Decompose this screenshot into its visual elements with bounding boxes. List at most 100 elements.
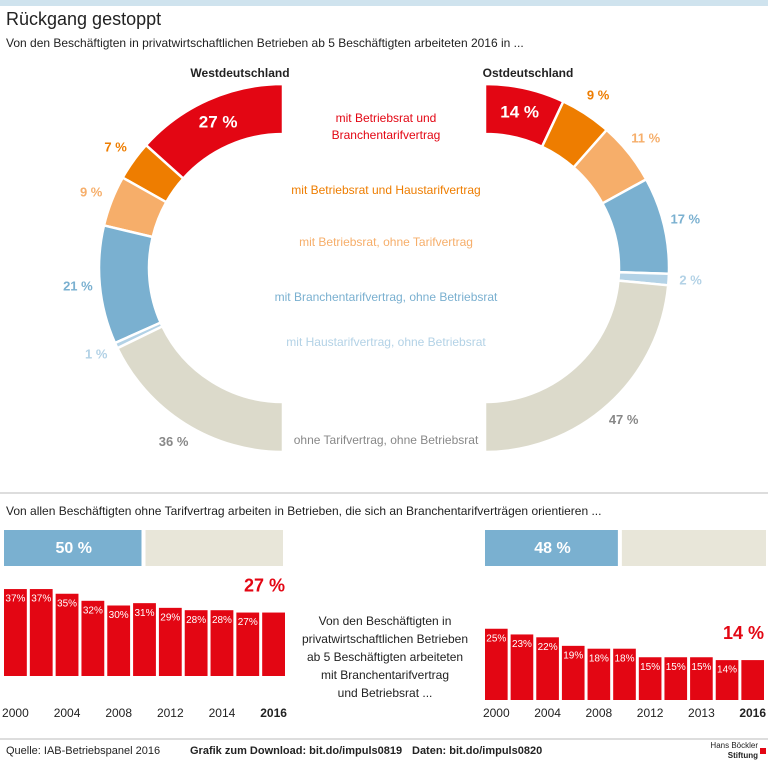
donut-segment	[115, 324, 285, 454]
value-label: 9 %	[587, 87, 610, 102]
bar	[81, 600, 105, 676]
value-label: 28%	[186, 615, 206, 626]
legend-label: mit Betriebsrat und Haustarifvertrag	[291, 183, 481, 197]
legend-label: mit Betriebsrat und Branchentarifvertrag	[331, 111, 441, 142]
bar	[536, 637, 559, 700]
bar	[184, 610, 208, 676]
logo-mark	[760, 748, 766, 754]
value-label: 18%	[589, 653, 609, 664]
logo: Stiftung	[728, 751, 758, 760]
value-label: 27%	[238, 617, 258, 628]
value-label: 19%	[563, 650, 583, 661]
value-label: 27 %	[244, 575, 285, 595]
value-label: 32%	[83, 605, 103, 616]
bar	[29, 589, 53, 676]
value-label: 14 %	[500, 102, 539, 121]
title: Rückgang gestoppt	[6, 9, 161, 29]
value-label: 1 %	[85, 346, 108, 361]
bar	[561, 645, 585, 700]
bar	[4, 589, 27, 676]
value-label: 15%	[691, 662, 711, 673]
value-label: 31%	[134, 608, 154, 619]
note: ab 5 Beschäftigten arbeiteten	[307, 650, 463, 664]
share-bar	[4, 530, 142, 566]
note: mit Branchentarifvertrag	[321, 668, 449, 682]
bar	[158, 607, 182, 676]
x-tick-label: 2012	[637, 706, 664, 720]
subtitle: Von den Beschäftigten in privatwirtschaf…	[6, 36, 524, 50]
value-label: 2 %	[679, 272, 702, 287]
value-label: 23%	[512, 639, 532, 650]
value-label: 29%	[160, 612, 180, 623]
bar	[510, 634, 534, 700]
download: Grafik zum Download: bit.do/impuls0819	[190, 745, 402, 757]
x-tick-label: 2016	[739, 706, 766, 720]
legend-label: mit Branchentarifvertrag, ohne Betriebsr…	[274, 290, 498, 304]
value-label: 37%	[31, 594, 51, 605]
x-tick-label: 2013	[688, 706, 715, 720]
value-label: 18%	[614, 653, 634, 664]
note: Von den Beschäftigten in	[319, 614, 452, 628]
bar	[587, 648, 611, 700]
bar	[485, 628, 508, 700]
bar	[236, 612, 260, 676]
series-header: Ostdeutschland	[483, 66, 574, 80]
value-label: 30%	[109, 610, 129, 621]
bar	[715, 660, 739, 700]
value-label: 50 %	[56, 540, 92, 557]
x-tick-label: 2016	[260, 706, 287, 720]
value-label: 37%	[5, 594, 25, 605]
value-label: 27 %	[199, 112, 238, 131]
bar	[262, 612, 285, 676]
value-label: 48 %	[534, 540, 570, 557]
section-title: Von allen Beschäftigten ohne Tarifvertra…	[6, 504, 601, 518]
note: privatwirtschaftlichen Betrieben	[302, 632, 468, 646]
x-tick-label: 2008	[586, 706, 613, 720]
bar	[210, 610, 234, 676]
value-label: 14%	[717, 665, 737, 676]
legend-label: mit Betriebsrat, ohne Tarifvertrag	[299, 235, 473, 249]
legend-label: ohne Tarifvertrag, ohne Betriebsrat	[293, 433, 479, 447]
share-rest	[145, 530, 283, 566]
value-label: 11 %	[631, 131, 660, 146]
bar	[107, 605, 131, 676]
legend-label: mit Haustarifvertrag, ohne Betriebsrat	[286, 335, 486, 349]
value-label: 7 %	[104, 139, 127, 154]
share-bar	[485, 530, 618, 566]
series-header: Westdeutschland	[190, 66, 289, 80]
value-label: 28%	[212, 615, 232, 626]
bar	[664, 657, 688, 700]
top-strip	[0, 0, 768, 6]
bar	[133, 603, 156, 676]
x-tick-label: 2000	[483, 706, 510, 720]
value-label: 47 %	[609, 412, 639, 427]
value-label: 36 %	[159, 434, 189, 449]
logo: Hans Böckler	[710, 741, 758, 750]
value-label: 17 %	[670, 211, 700, 226]
bar	[55, 593, 79, 676]
value-label: 9 %	[80, 184, 103, 199]
x-tick-label: 2008	[105, 706, 132, 720]
note: und Betriebsrat ...	[338, 686, 433, 700]
donut-segment	[483, 279, 670, 454]
x-tick-label: 2004	[54, 706, 81, 720]
bar	[638, 657, 662, 700]
data-link: Daten: bit.do/impuls0820	[412, 745, 542, 757]
value-label: 14 %	[723, 623, 764, 643]
x-tick-label: 2012	[157, 706, 184, 720]
x-tick-label: 2014	[209, 706, 236, 720]
x-tick-label: 2004	[534, 706, 561, 720]
x-tick-label: 2000	[2, 706, 29, 720]
source: Quelle: IAB-Betriebspanel 2016	[6, 745, 160, 757]
bar	[613, 648, 636, 700]
share-rest	[621, 530, 766, 566]
value-label: 15%	[666, 662, 686, 673]
value-label: 35%	[57, 598, 77, 609]
value-label: 21 %	[63, 279, 93, 294]
value-label: 15%	[640, 662, 660, 673]
donut-segment	[97, 223, 163, 345]
value-label: 25%	[486, 633, 506, 644]
value-label: 22%	[538, 642, 558, 653]
